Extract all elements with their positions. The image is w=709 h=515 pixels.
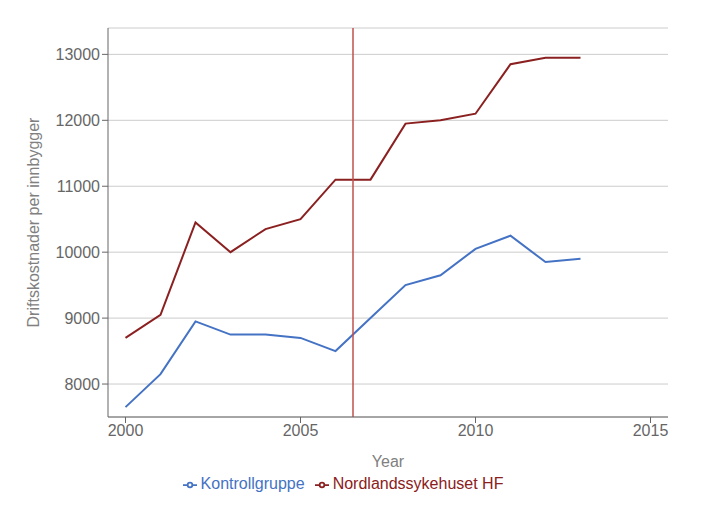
html-text:Kontrollgruppe: Kontrollgruppe <box>200 475 305 492</box>
svg-text:Driftskostnader per innbygger: Driftskostnader per innbygger <box>25 117 42 328</box>
svg-text:2015: 2015 <box>633 422 669 439</box>
svg-text:11000: 11000 <box>57 178 100 195</box>
svg-text:2000: 2000 <box>108 422 144 439</box>
svg-text:Year: Year <box>372 453 405 470</box>
svg-text:2005: 2005 <box>283 422 319 439</box>
svg-text:10000: 10000 <box>56 244 101 261</box>
svg-text:9000: 9000 <box>64 310 100 327</box>
svg-text:8000: 8000 <box>64 376 100 393</box>
svg-text:13000: 13000 <box>56 46 101 63</box>
html-text:Nordlandssykehuset HF: Nordlandssykehuset HF <box>332 475 504 492</box>
svg-text:12000: 12000 <box>56 112 101 129</box>
svg-text:2010: 2010 <box>458 422 494 439</box>
